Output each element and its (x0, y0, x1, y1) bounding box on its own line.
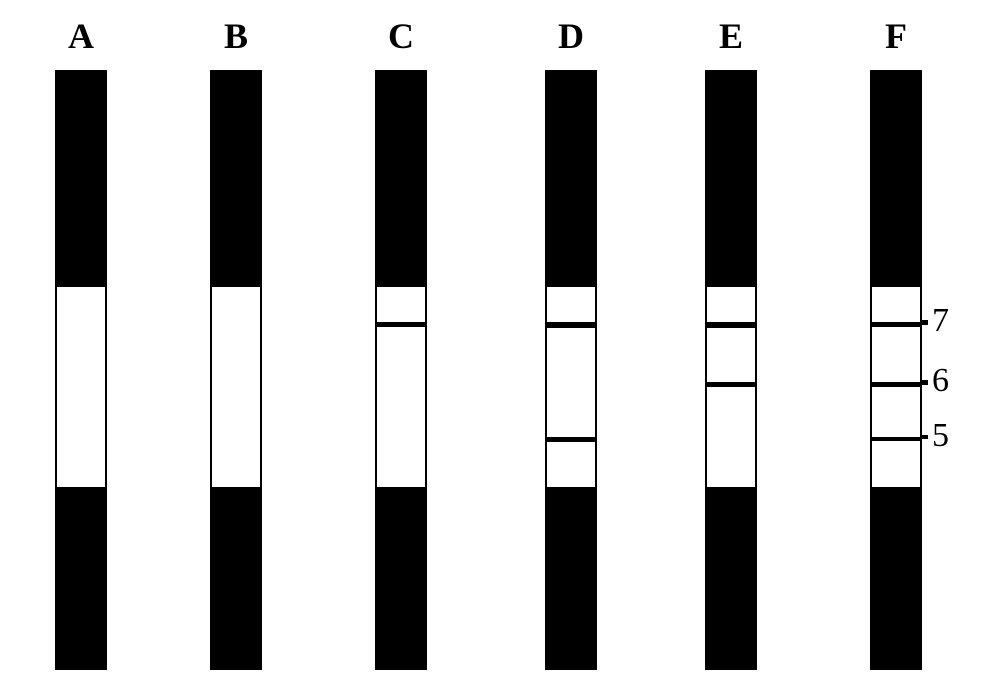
white-zone (707, 287, 755, 487)
strip-label-a: A (51, 15, 111, 57)
white-zone (212, 287, 260, 487)
strip-b (210, 70, 262, 670)
band (872, 437, 920, 441)
band (377, 322, 425, 327)
band (547, 437, 595, 442)
strip-label-c: C (371, 15, 431, 57)
strip-c (375, 70, 427, 670)
strip-diagram: A B C D E F 7 6 5 (0, 0, 987, 697)
strip-label-f: F (866, 15, 926, 57)
band-label-5: 5 (932, 417, 949, 455)
strip-label-d: D (541, 15, 601, 57)
band (547, 322, 595, 328)
strip-label-e: E (701, 15, 761, 57)
white-zone (377, 287, 425, 487)
strip-a (55, 70, 107, 670)
band-tick (920, 380, 928, 385)
band-label-7: 7 (932, 302, 949, 340)
band (707, 382, 755, 387)
band-label-6: 6 (932, 362, 949, 400)
strip-e (705, 70, 757, 670)
white-zone (57, 287, 105, 487)
strip-label-b: B (206, 15, 266, 57)
white-zone (547, 287, 595, 487)
band (707, 322, 755, 328)
band-tick (920, 320, 928, 325)
band (872, 322, 920, 327)
strip-f (870, 70, 922, 670)
band (872, 382, 920, 387)
band-tick (920, 435, 928, 439)
strip-d (545, 70, 597, 670)
white-zone (872, 287, 920, 487)
